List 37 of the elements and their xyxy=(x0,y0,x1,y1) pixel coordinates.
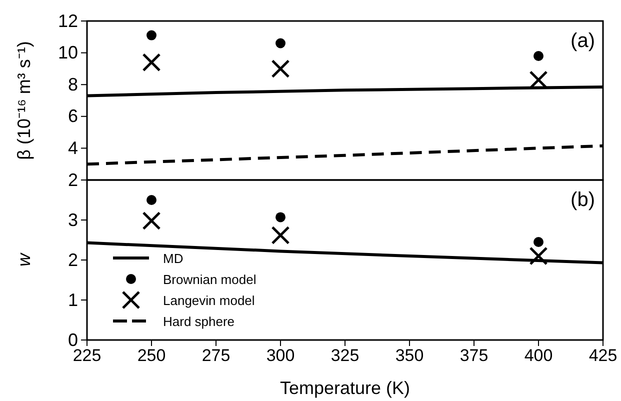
x-tick-label: 400 xyxy=(524,346,553,366)
y-axis-title: w xyxy=(14,252,34,266)
text: Hard sphere xyxy=(163,314,235,329)
x-axis-title: Temperature (K) xyxy=(280,378,410,398)
point xyxy=(271,59,290,78)
point xyxy=(146,30,156,40)
y-tick-label: 2 xyxy=(68,170,78,190)
point xyxy=(529,246,548,266)
x-tick-label: 425 xyxy=(588,346,618,366)
point xyxy=(142,53,161,72)
x-tick-label: 300 xyxy=(266,346,295,366)
y-tick-label: 3 xyxy=(68,210,78,230)
point xyxy=(271,226,290,244)
point xyxy=(276,38,286,48)
point xyxy=(534,237,544,247)
y-axis-title: β (10⁻¹⁶ m³ s⁻¹) xyxy=(14,41,34,160)
y-tick-label: 12 xyxy=(58,10,78,31)
y-tick-label: 10 xyxy=(58,42,78,63)
point xyxy=(534,50,544,61)
x-tick-label: 375 xyxy=(460,346,488,366)
y-tick-label: 4 xyxy=(68,138,78,158)
legend-label: Brownian model xyxy=(163,272,256,287)
x-tick-label: 275 xyxy=(202,346,230,366)
annotation: (b) xyxy=(570,189,595,211)
point xyxy=(142,212,161,230)
point xyxy=(146,195,156,205)
legend-label: Langevin model xyxy=(163,293,255,308)
annotation: (a) xyxy=(570,30,595,52)
x-tick-label: 250 xyxy=(137,346,166,366)
legend-label: MD xyxy=(163,251,184,266)
x-tick-label: 350 xyxy=(395,346,424,366)
x-tick-label: 325 xyxy=(330,346,360,366)
y-tick-label: 2 xyxy=(68,250,78,270)
y-tick-label: 8 xyxy=(68,74,78,94)
point xyxy=(276,212,286,222)
y-tick-label: 1 xyxy=(68,290,78,310)
y-tick-label: 6 xyxy=(68,106,78,126)
